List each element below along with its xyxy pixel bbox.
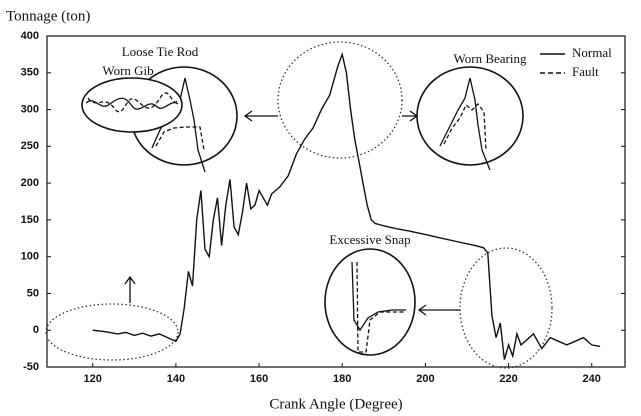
annotation: Worn Bearing xyxy=(454,51,527,66)
y-tick-label: 100 xyxy=(21,251,39,263)
inset-worn-gib xyxy=(81,77,183,133)
data-line xyxy=(92,51,601,360)
y-tick-label: 350 xyxy=(21,67,39,79)
annotation: Excessive Snap xyxy=(329,232,410,247)
y-tick-label: 50 xyxy=(27,287,39,299)
y-tick-label: 400 xyxy=(21,30,39,42)
y-axis-label: Tonnage (ton) xyxy=(6,8,90,24)
arrow xyxy=(402,110,419,122)
legend-label: Normal xyxy=(572,45,612,60)
inset-worn-bearing xyxy=(416,66,524,171)
y-tick-label: 200 xyxy=(21,177,39,189)
x-axis-label: Crank Angle (Degree) xyxy=(269,396,402,412)
arrow xyxy=(124,275,136,303)
y-tick-label: 250 xyxy=(21,140,39,152)
highlight xyxy=(45,303,179,361)
arrow xyxy=(243,110,278,122)
y-tick-label: -50 xyxy=(23,361,39,373)
inset-excessive-snap xyxy=(324,248,416,356)
x-tick-label: 120 xyxy=(84,373,102,385)
highlight xyxy=(277,41,403,159)
x-tick-label: 140 xyxy=(167,373,185,385)
x-tick-label: 160 xyxy=(250,373,268,385)
x-tick-label: 200 xyxy=(416,373,434,385)
legend-label: Fault xyxy=(572,64,599,79)
arrow xyxy=(417,304,460,316)
y-tick-label: 300 xyxy=(21,103,39,115)
y-tick-label: 150 xyxy=(21,214,39,226)
annotation: Worn Gib xyxy=(102,63,153,78)
x-tick-label: 240 xyxy=(583,373,601,385)
x-tick-label: 180 xyxy=(333,373,351,385)
y-tick-label: 0 xyxy=(33,324,39,336)
x-tick-label: 220 xyxy=(499,373,517,385)
plot-frame xyxy=(46,35,626,368)
highlight xyxy=(459,247,553,369)
annotation: Loose Tie Rod xyxy=(122,44,199,59)
